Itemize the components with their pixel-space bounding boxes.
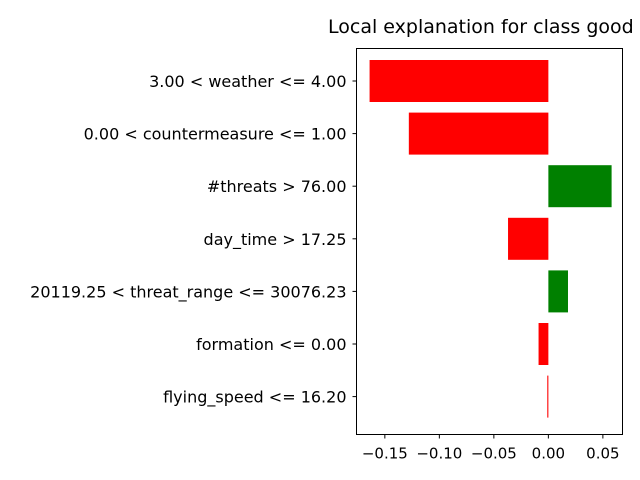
x-tick-label: −0.15 <box>362 445 408 463</box>
bar <box>408 112 549 155</box>
bars-group <box>369 60 612 418</box>
category-label: 20119.25 < threat_range <= 30076.23 <box>30 282 346 302</box>
category-labels: 3.00 < weather <= 4.00 0.00 < countermeas… <box>30 72 357 408</box>
bar <box>548 165 612 208</box>
x-tick-label: 0.00 <box>532 445 565 463</box>
axes-frame <box>356 48 623 435</box>
bar <box>508 217 549 260</box>
category-label: #threats > 76.00 <box>207 177 347 196</box>
category-label: 0.00 < countermeasure <= 1.00 <box>84 125 347 144</box>
x-tick-label: −0.10 <box>416 445 462 463</box>
category-label: formation <= 0.00 <box>196 335 346 354</box>
x-axis-ticks: −0.15 −0.10 −0.05 0.00 0.05 <box>362 434 620 463</box>
x-tick-label: 0.05 <box>586 445 619 463</box>
bar <box>548 270 568 313</box>
x-tick-label: −0.05 <box>471 445 517 463</box>
bar <box>538 323 549 365</box>
category-label: flying_speed <= 16.20 <box>163 388 346 408</box>
category-label: day_time > 17.25 <box>204 230 347 250</box>
bar <box>369 60 549 102</box>
bar <box>547 375 549 418</box>
chart-title: Local explanation for class good <box>328 16 634 38</box>
category-label: 3.00 < weather <= 4.00 <box>149 72 346 91</box>
